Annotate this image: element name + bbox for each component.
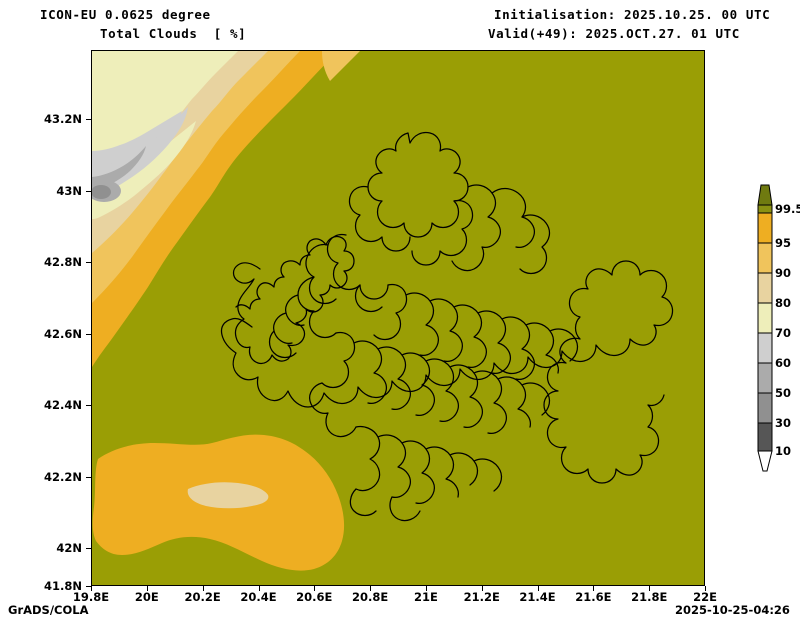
generation-stamp: 2025-10-25-04:26 <box>675 603 790 617</box>
x-tick <box>91 586 92 591</box>
x-axis-label: 19.8E <box>72 590 110 604</box>
y-axis-label: 42.8N <box>44 255 82 270</box>
x-axis-label: 21.8E <box>631 590 668 604</box>
y-tick <box>86 476 91 478</box>
x-tick <box>258 586 260 591</box>
x-tick <box>146 586 148 591</box>
colorbar-tick-label: 50 <box>775 386 792 400</box>
y-axis-label: 42N <box>56 541 82 555</box>
x-axis-label: 20E <box>134 590 159 604</box>
x-axis-label: 21.2E <box>463 590 500 604</box>
x-tick <box>425 586 427 591</box>
y-axis-label: 41.8N <box>44 579 82 593</box>
x-axis-label: 20.6E <box>296 590 333 604</box>
colorbar-tick-label: 60 <box>775 356 792 370</box>
x-axis-label: 20.4E <box>240 590 277 604</box>
x-tick <box>705 586 706 591</box>
cloud-cover-field <box>92 51 704 585</box>
y-tick <box>86 333 91 335</box>
colorbar-tick-label: 70 <box>775 326 792 340</box>
y-tick <box>86 586 91 587</box>
colorbar-tick-label: 30 <box>775 416 792 430</box>
y-axis-label: 43.2N <box>44 112 82 127</box>
colorbar-tick-label: 80 <box>775 296 792 310</box>
x-tick <box>649 586 651 591</box>
map-plot-area[interactable] <box>91 50 705 586</box>
colorbar-swatches <box>757 184 773 472</box>
y-tick <box>86 262 91 264</box>
x-tick <box>202 586 204 591</box>
x-axis-label: 21.6E <box>575 590 612 604</box>
y-tick <box>86 405 91 406</box>
x-tick <box>314 586 316 591</box>
x-axis-label: 21E <box>413 590 438 604</box>
colorbar-tick-label: 95 <box>775 236 792 250</box>
valid-time-label: Valid(+49): 2025.OCT.27. 01 UTC <box>488 26 740 41</box>
colorbar-tick-label: 99.5 <box>775 202 800 216</box>
model-title: ICON-EU 0.0625 degree <box>40 7 211 22</box>
y-axis-label: 43N <box>56 183 82 198</box>
x-axis-label: 22E <box>693 590 717 604</box>
y-axis-label: 42.4N <box>44 398 82 412</box>
colorbar-legend[interactable]: 99.5 95 90 80 70 60 50 30 10 <box>748 183 800 473</box>
x-axis-label: 20.8E <box>351 590 389 604</box>
x-tick <box>593 586 595 591</box>
y-tick <box>86 119 91 121</box>
y-axis-label: 42.6N <box>44 326 82 341</box>
x-tick <box>537 586 539 591</box>
colorbar-tick-label: 10 <box>775 444 792 458</box>
x-tick <box>481 586 483 591</box>
x-axis-label: 20.2E <box>184 590 221 604</box>
grads-credit: GrADS/COLA <box>8 603 89 617</box>
colorbar-tick-label: 90 <box>775 266 792 280</box>
x-tick <box>370 586 372 591</box>
field-title: Total Clouds [ %] <box>100 26 247 41</box>
x-axis-label: 21.4E <box>519 590 556 604</box>
initialisation-label: Initialisation: 2025.10.25. 00 UTC <box>494 7 771 22</box>
y-tick <box>86 190 91 192</box>
y-axis-label: 42.2N <box>44 469 82 484</box>
y-tick <box>86 548 91 549</box>
